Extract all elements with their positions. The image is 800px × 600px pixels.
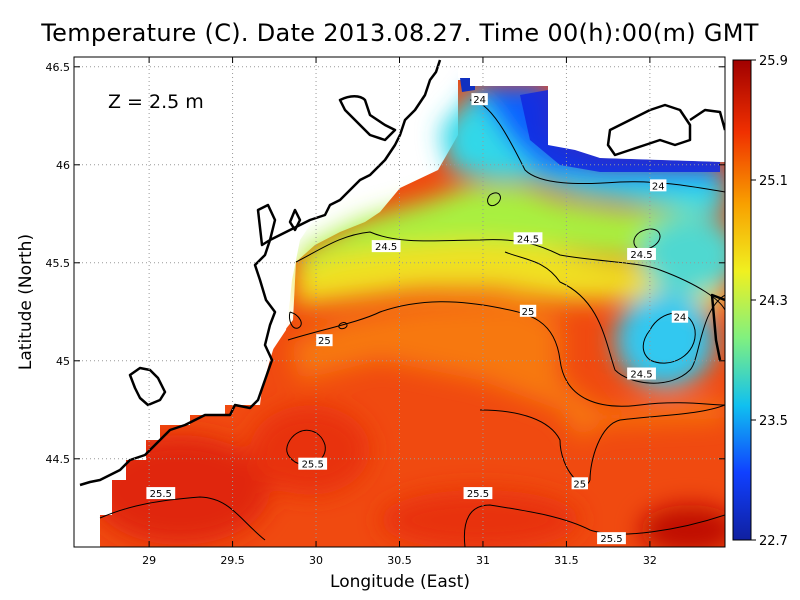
contour-label-bg-5 xyxy=(627,247,656,260)
contour-label-bg-4 xyxy=(513,232,543,245)
x-tick-label-6: 32 xyxy=(643,554,657,567)
temperature-field xyxy=(74,57,725,547)
colorbar-tick-label-4: 25.9 xyxy=(759,54,788,69)
contour-label-0: 24 xyxy=(473,95,486,106)
y-tick-label-4: 46.5 xyxy=(46,61,71,74)
contour-label-bg-7 xyxy=(519,304,537,317)
contour-label-3: 24.5 xyxy=(375,242,397,253)
axis-ticks: 29 29.5 30 30.5 31 31.5 32 44.5 45 45.5 46 46.5 xyxy=(46,57,725,567)
contour-label-bg-11 xyxy=(146,487,176,500)
colorbar xyxy=(732,59,752,541)
x-tick-label-4: 31 xyxy=(476,554,490,567)
x-tick-label-1: 29.5 xyxy=(220,554,245,567)
x-tick-label-5: 31.5 xyxy=(554,554,579,567)
contour-label-5: 24.5 xyxy=(630,250,652,261)
colorbar-tick-label-2: 24.3 xyxy=(759,294,788,309)
contour-label-bg-10 xyxy=(298,457,328,470)
contour-label-11: 25.5 xyxy=(150,489,172,500)
contour-label-bg-12 xyxy=(463,487,493,500)
contour-label-bg-13 xyxy=(597,532,626,545)
contour-label-9: 25 xyxy=(573,479,586,490)
contour-label-bg-8 xyxy=(316,334,333,347)
y-axis-label: Latitude (North) xyxy=(16,234,36,370)
y-tick-label-3: 46 xyxy=(56,159,70,172)
colorbar-tick-label-3: 25.1 xyxy=(759,174,788,189)
contour-label-10: 25.5 xyxy=(302,460,324,471)
colorbar-tick-label-1: 23.5 xyxy=(759,414,788,429)
x-tick-label-0: 29 xyxy=(142,554,156,567)
x-tick-label-2: 30 xyxy=(309,554,323,567)
contour-label-bg-0 xyxy=(471,93,488,106)
x-tick-label-3: 30.5 xyxy=(387,554,412,567)
contour-label-7: 25 xyxy=(522,307,535,318)
contour-label-13: 25.5 xyxy=(600,534,622,545)
contour-label-2: 24 xyxy=(674,313,687,324)
contour-label-bg-6 xyxy=(627,367,656,380)
contour-labels: 24 24 24 24.5 24.5 24.5 24.5 25 25 25 25.5 25.5 25.5… xyxy=(146,93,689,545)
contour-label-bg-3 xyxy=(371,240,401,253)
y-tick-label-0: 44.5 xyxy=(46,453,71,466)
map-title: Temperature (C). Date 2013.08.27. Time 0… xyxy=(41,19,759,47)
depth-label: Z = 2.5 m xyxy=(108,91,204,113)
contour-label-bg-2 xyxy=(671,310,689,323)
contour-label-1: 24 xyxy=(652,181,665,192)
y-tick-label-1: 45 xyxy=(56,355,70,368)
contour-label-bg-1 xyxy=(650,179,667,192)
colorbar-tick-label-0: 22.7 xyxy=(759,534,788,549)
contour-label-12: 25.5 xyxy=(467,489,489,500)
contour-label-6: 24.5 xyxy=(630,370,652,381)
contour-label-bg-9 xyxy=(571,477,588,490)
colorbar-ticks: 22.7 23.5 24.3 25.1 25.9 xyxy=(751,54,788,549)
coastline xyxy=(79,59,725,487)
y-tick-label-2: 45.5 xyxy=(46,257,71,270)
contour-label-4: 24.5 xyxy=(517,234,539,245)
contour-label-8: 25 xyxy=(318,336,331,347)
x-axis-label: Longitude (East) xyxy=(330,572,470,592)
grid-lines xyxy=(74,57,725,547)
